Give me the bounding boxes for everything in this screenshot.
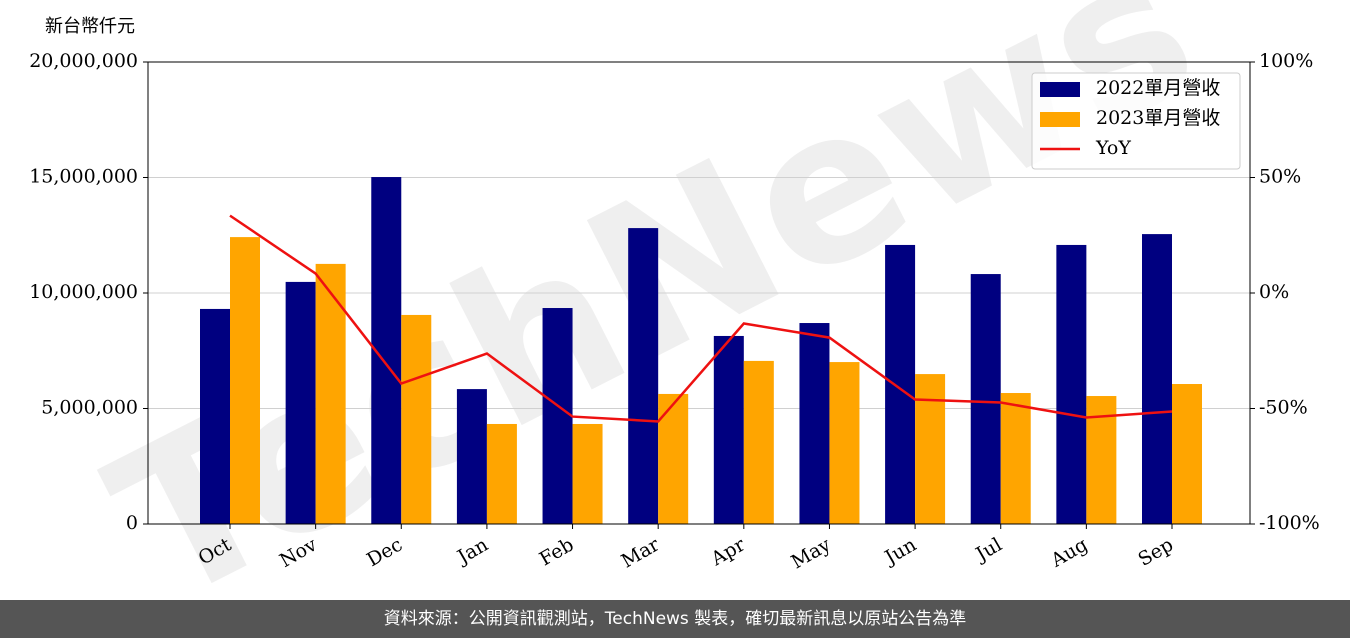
legend-swatch	[1040, 112, 1080, 127]
yoy-line	[229, 214, 1173, 423]
bar	[572, 423, 603, 524]
bar	[799, 323, 830, 524]
y2-tick-label: -50%	[1259, 397, 1308, 419]
x-tick-label: Jan	[452, 534, 492, 570]
y-tick-label: 0	[126, 512, 138, 534]
bar	[1000, 393, 1031, 524]
bar	[829, 362, 860, 524]
bar	[1172, 384, 1202, 524]
x-tick-label: Sep	[1134, 534, 1177, 571]
chart: TechNews 新台幣仟元 05,000,00010,000,00015,00…	[29, 0, 1320, 638]
plot-frame	[147, 61, 1251, 525]
bar	[486, 423, 517, 524]
legend-label: YoY	[1095, 137, 1131, 159]
legend-label: 2023單月營收	[1096, 107, 1220, 129]
y2-tick-label: 50%	[1259, 166, 1301, 188]
bar	[315, 263, 346, 524]
bar	[1056, 244, 1087, 524]
bar	[401, 314, 432, 524]
y-tick-label: 20,000,000	[29, 50, 138, 72]
y-tick-label: 10,000,000	[29, 281, 138, 303]
y2-tick-label: -100%	[1259, 512, 1320, 534]
y-tick-label: 5,000,000	[41, 397, 138, 419]
bar	[542, 308, 573, 524]
y2-tick-label: 0%	[1259, 281, 1289, 303]
y2-tick-label: 100%	[1259, 50, 1313, 72]
x-tick-label: Aug	[1046, 534, 1091, 573]
x-tick-label: May	[787, 533, 834, 573]
y-axis-label: 新台幣仟元	[45, 16, 135, 37]
bar	[658, 393, 689, 524]
legend-swatch	[1040, 82, 1080, 97]
bar	[1142, 234, 1172, 524]
x-tick-label: Jun	[880, 534, 921, 570]
bar	[713, 335, 744, 524]
bar	[915, 374, 946, 524]
legend-box	[1031, 72, 1241, 170]
bar	[285, 281, 316, 524]
x-tick-label: Apr	[707, 533, 750, 570]
y-tick-label: 15,000,000	[29, 166, 138, 188]
bar	[230, 237, 260, 524]
legend-label: 2022單月營收	[1096, 77, 1220, 99]
bar	[885, 244, 916, 524]
bar	[743, 360, 774, 524]
bar	[970, 274, 1001, 524]
bar	[628, 228, 659, 525]
x-tick-label: Mar	[618, 533, 664, 572]
x-tick-label: Feb	[536, 534, 578, 571]
footer: 資料來源：公開資訊觀測站，TechNews 製表，確切最新訊息以原站公告為準	[0, 600, 1350, 638]
bar	[200, 308, 230, 524]
bar	[456, 389, 487, 524]
x-tick-label: Jul	[971, 534, 1006, 567]
